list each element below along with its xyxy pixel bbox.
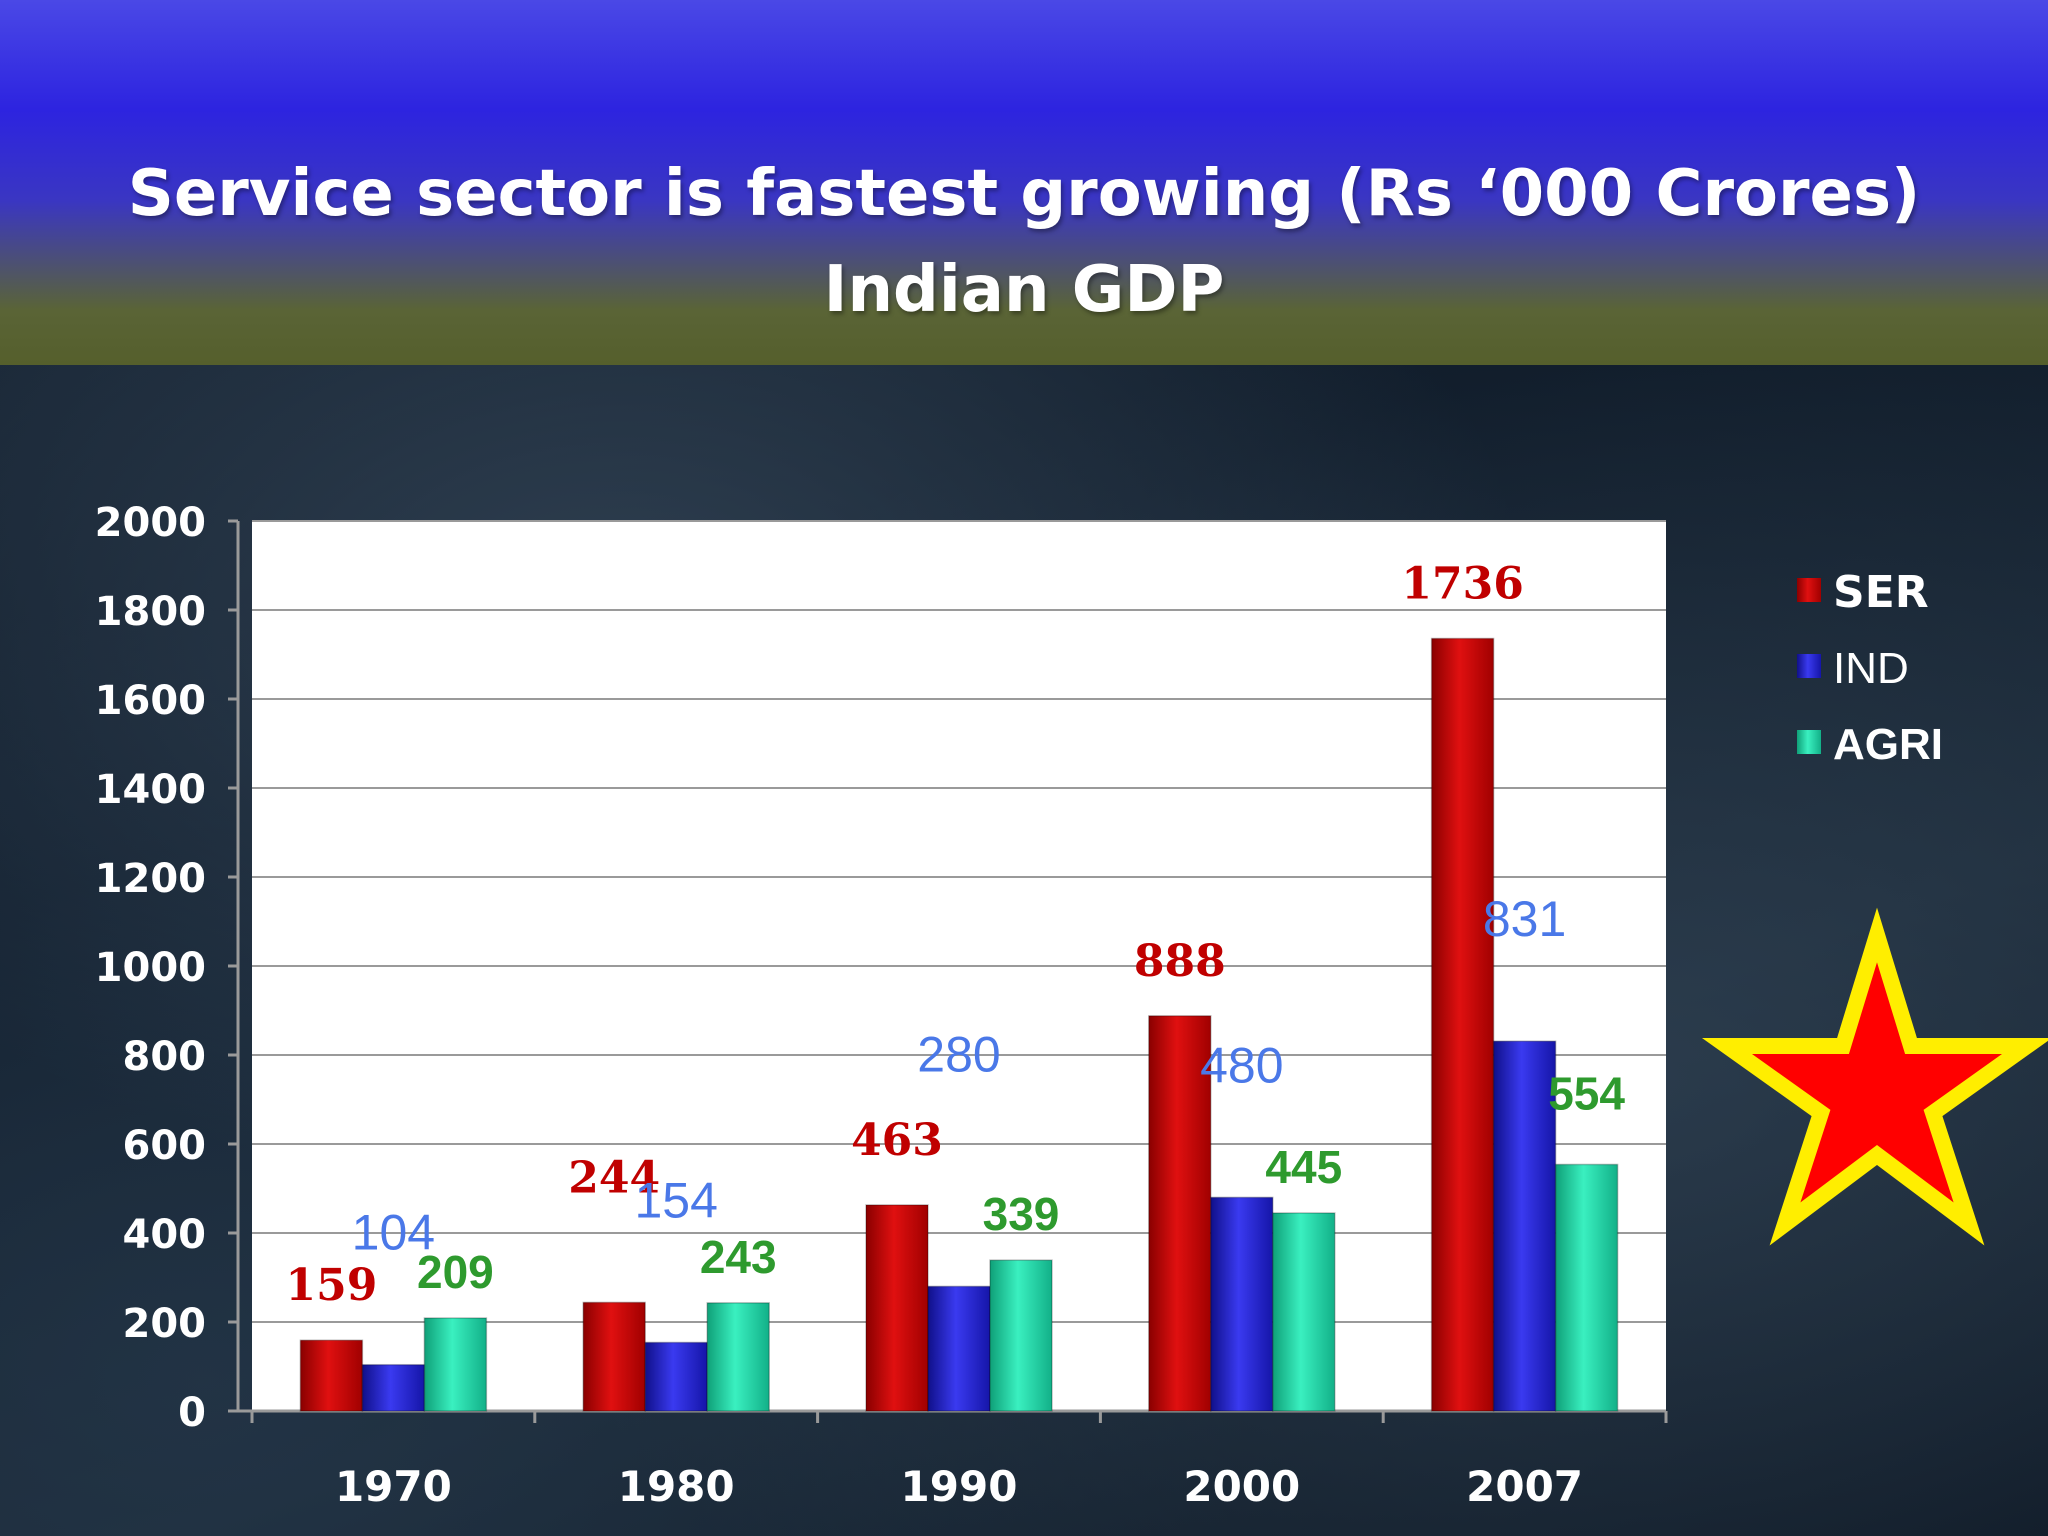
- bar-agri-2007: [1554, 1163, 1619, 1412]
- gridlines: [252, 520, 1666, 1323]
- y-tick-label: 400: [123, 1212, 207, 1258]
- chart-title: Service sector is fastest growing (Rs ‘0…: [127, 157, 1921, 231]
- x-tick-label: 1970: [335, 1462, 452, 1511]
- bar-ser-1970: [299, 1339, 364, 1412]
- bar-ind-2000: [1210, 1196, 1274, 1412]
- bar-series: [299, 637, 1619, 1412]
- data-label-ser: 159: [285, 1260, 377, 1311]
- bar-agri-1980: [706, 1302, 770, 1412]
- legend: SER IND AGRI: [1797, 567, 1943, 769]
- y-tick-label: 600: [123, 1123, 207, 1169]
- bar-ser-1980: [582, 1301, 646, 1412]
- data-label-agri: 243: [700, 1231, 777, 1283]
- bar-ind-2007: [1492, 1040, 1557, 1412]
- y-tick-label: 1800: [95, 589, 206, 635]
- chart-subtitle: Indian GDP: [823, 253, 1225, 327]
- legend-swatch-ser: [1797, 578, 1821, 602]
- x-tick-label: 2007: [1466, 1462, 1583, 1511]
- data-label-ind: 480: [1200, 1037, 1283, 1093]
- y-tick-label: 1600: [95, 678, 206, 724]
- star-icon: [1701, 907, 2048, 1246]
- x-tick-label: 2000: [1183, 1462, 1300, 1511]
- data-label-ser: 1736: [1401, 558, 1523, 609]
- legend-label-ind: IND: [1833, 644, 1909, 693]
- bar-ind-1970: [361, 1363, 426, 1412]
- y-tick-label: 800: [123, 1034, 207, 1080]
- y-tick-label: 1200: [95, 856, 206, 902]
- x-axis: 1970 1980 1990 2000 2007: [238, 1409, 1668, 1511]
- data-label-ser: 463: [851, 1115, 943, 1166]
- x-tick-label: 1990: [901, 1462, 1018, 1511]
- data-label-agri: 209: [417, 1246, 494, 1298]
- y-tick-label: 0: [178, 1390, 206, 1436]
- legend-swatch-ind: [1797, 654, 1821, 678]
- legend-label-agri: AGRI: [1833, 720, 1943, 769]
- bar-agri-1970: [423, 1317, 488, 1412]
- bar-ind-1980: [644, 1341, 708, 1412]
- bar-ser-1990: [865, 1204, 929, 1412]
- bar-ser-2000: [1148, 1015, 1212, 1412]
- legend-swatch-agri: [1797, 730, 1821, 754]
- legend-label-ser: SER: [1833, 567, 1929, 618]
- data-label-ind: 154: [634, 1172, 717, 1228]
- x-tick-label: 1980: [618, 1462, 735, 1511]
- data-label-agri: 339: [983, 1188, 1060, 1240]
- y-tick-label: 1000: [95, 945, 206, 991]
- data-label-ind: 104: [352, 1205, 435, 1261]
- bar-agri-2000: [1272, 1212, 1336, 1412]
- data-label-ser: 888: [1134, 936, 1226, 987]
- bar-ind-1990: [927, 1285, 991, 1412]
- data-label-agri: 554: [1548, 1067, 1625, 1119]
- y-tick-label: 2000: [95, 500, 206, 546]
- data-label-ind: 831: [1483, 891, 1566, 947]
- bar-ser-2007: [1430, 637, 1495, 1412]
- bar-agri-1990: [989, 1259, 1053, 1412]
- y-axis: 0 200 400 600 800 1000 1200 1400 1600 1800 2000: [95, 500, 240, 1436]
- y-tick-label: 200: [123, 1301, 207, 1347]
- title-banner: [0, 0, 2048, 365]
- data-label-agri: 445: [1265, 1141, 1342, 1193]
- data-label-ind: 280: [917, 1026, 1000, 1082]
- y-tick-label: 1400: [95, 767, 206, 813]
- data-label-ser: 244: [568, 1152, 660, 1203]
